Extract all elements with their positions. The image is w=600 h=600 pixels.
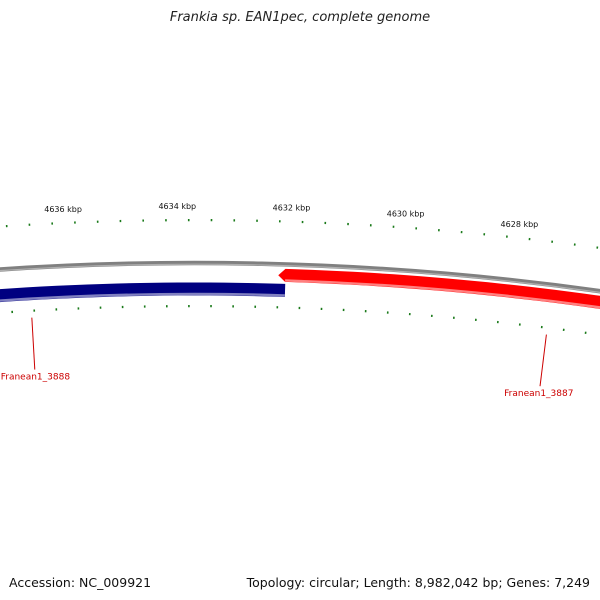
gene-shade <box>285 279 600 309</box>
gene-label-group: Franean1_3888 Franean1_3887 <box>1 317 573 399</box>
backbone-highlight <box>0 263 600 294</box>
gene-arrow <box>0 282 286 303</box>
backbone-arc <box>0 260 600 294</box>
inner-tick-ring <box>11 305 587 334</box>
genome-summary-text: Topology: circular; Length: 8,982,042 bp… <box>246 575 590 590</box>
tick-label: 4630 kbp <box>387 210 425 219</box>
gene-label-leader <box>539 334 547 387</box>
outer-tick-ring <box>5 219 599 249</box>
accession-text: Accession: NC_009921 <box>9 575 152 590</box>
tick-label: 4636 kbp <box>44 205 82 214</box>
gene-shade <box>0 292 285 302</box>
map-title: Frankia sp. EAN1pec, complete genome <box>169 10 431 25</box>
gene-label-leader <box>31 317 36 370</box>
tick-label: 4632 kbp <box>273 204 311 213</box>
gene-label: Franean1_3887 <box>504 389 573 399</box>
tick-label: 4628 kbp <box>501 220 539 229</box>
reverse-strand-genes <box>0 282 286 303</box>
backbone-group <box>0 260 600 294</box>
tick-label: 4634 kbp <box>158 202 196 211</box>
forward-strand-genes <box>278 268 600 309</box>
gene-label: Franean1_3888 <box>1 373 71 383</box>
